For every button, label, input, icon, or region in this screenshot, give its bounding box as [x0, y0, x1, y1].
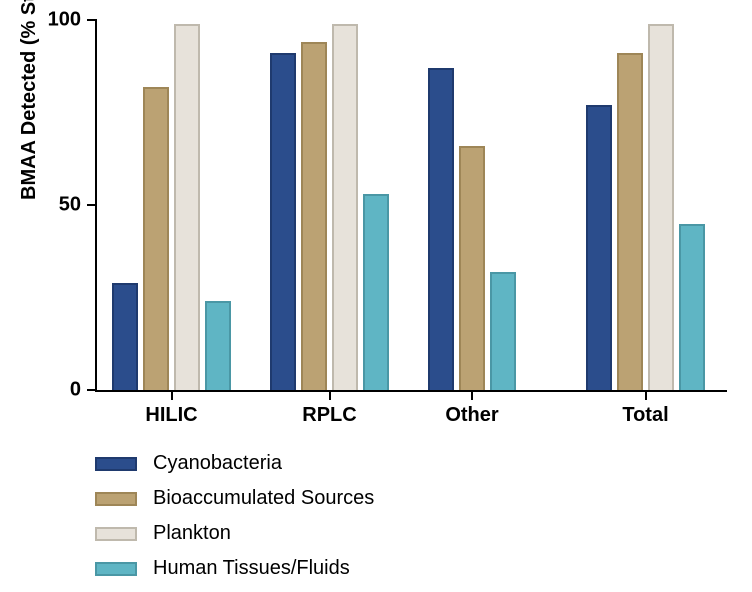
bar — [174, 24, 200, 390]
legend-label: Human Tissues/Fluids — [153, 557, 350, 580]
bar — [648, 24, 674, 390]
bar — [112, 283, 138, 390]
chart-container: BMAA Detected (% Studies) 050100HILICRPL… — [0, 0, 752, 589]
legend-swatch — [95, 492, 137, 506]
legend-label: Plankton — [153, 522, 231, 545]
bar — [679, 224, 705, 391]
x-tick — [645, 390, 647, 400]
legend-label: Cyanobacteria — [153, 452, 282, 475]
legend-item: Bioaccumulated Sources — [95, 487, 374, 510]
x-tick — [471, 390, 473, 400]
legend-item: Plankton — [95, 522, 374, 545]
x-tick-label: RPLC — [302, 404, 356, 427]
legend-swatch — [95, 562, 137, 576]
bar — [363, 194, 389, 390]
plot-area: 050100HILICRPLCOtherTotal — [95, 20, 727, 392]
legend-item: Cyanobacteria — [95, 452, 374, 475]
y-tick — [87, 204, 97, 206]
x-tick-label: Total — [622, 404, 668, 427]
legend: Cyanobacteria Bioaccumulated Sources Plank… — [95, 452, 374, 592]
y-tick-label: 100 — [48, 9, 81, 32]
legend-swatch — [95, 527, 137, 541]
x-tick — [329, 390, 331, 400]
x-tick-label: HILIC — [145, 404, 197, 427]
legend-item: Human Tissues/Fluids — [95, 557, 374, 580]
bar — [205, 301, 231, 390]
bar — [332, 24, 358, 390]
bar — [301, 42, 327, 390]
bar — [586, 105, 612, 390]
bar — [270, 53, 296, 390]
bar — [617, 53, 643, 390]
y-tick-label: 50 — [59, 194, 81, 217]
bar — [459, 146, 485, 390]
legend-label: Bioaccumulated Sources — [153, 487, 374, 510]
bar — [490, 272, 516, 390]
legend-swatch — [95, 457, 137, 471]
x-tick — [171, 390, 173, 400]
y-tick — [87, 19, 97, 21]
y-tick-label: 0 — [70, 379, 81, 402]
y-axis-title: BMAA Detected (% Studies) — [18, 0, 41, 200]
x-tick-label: Other — [445, 404, 498, 427]
bar — [143, 87, 169, 390]
bar — [428, 68, 454, 390]
y-tick — [87, 389, 97, 391]
